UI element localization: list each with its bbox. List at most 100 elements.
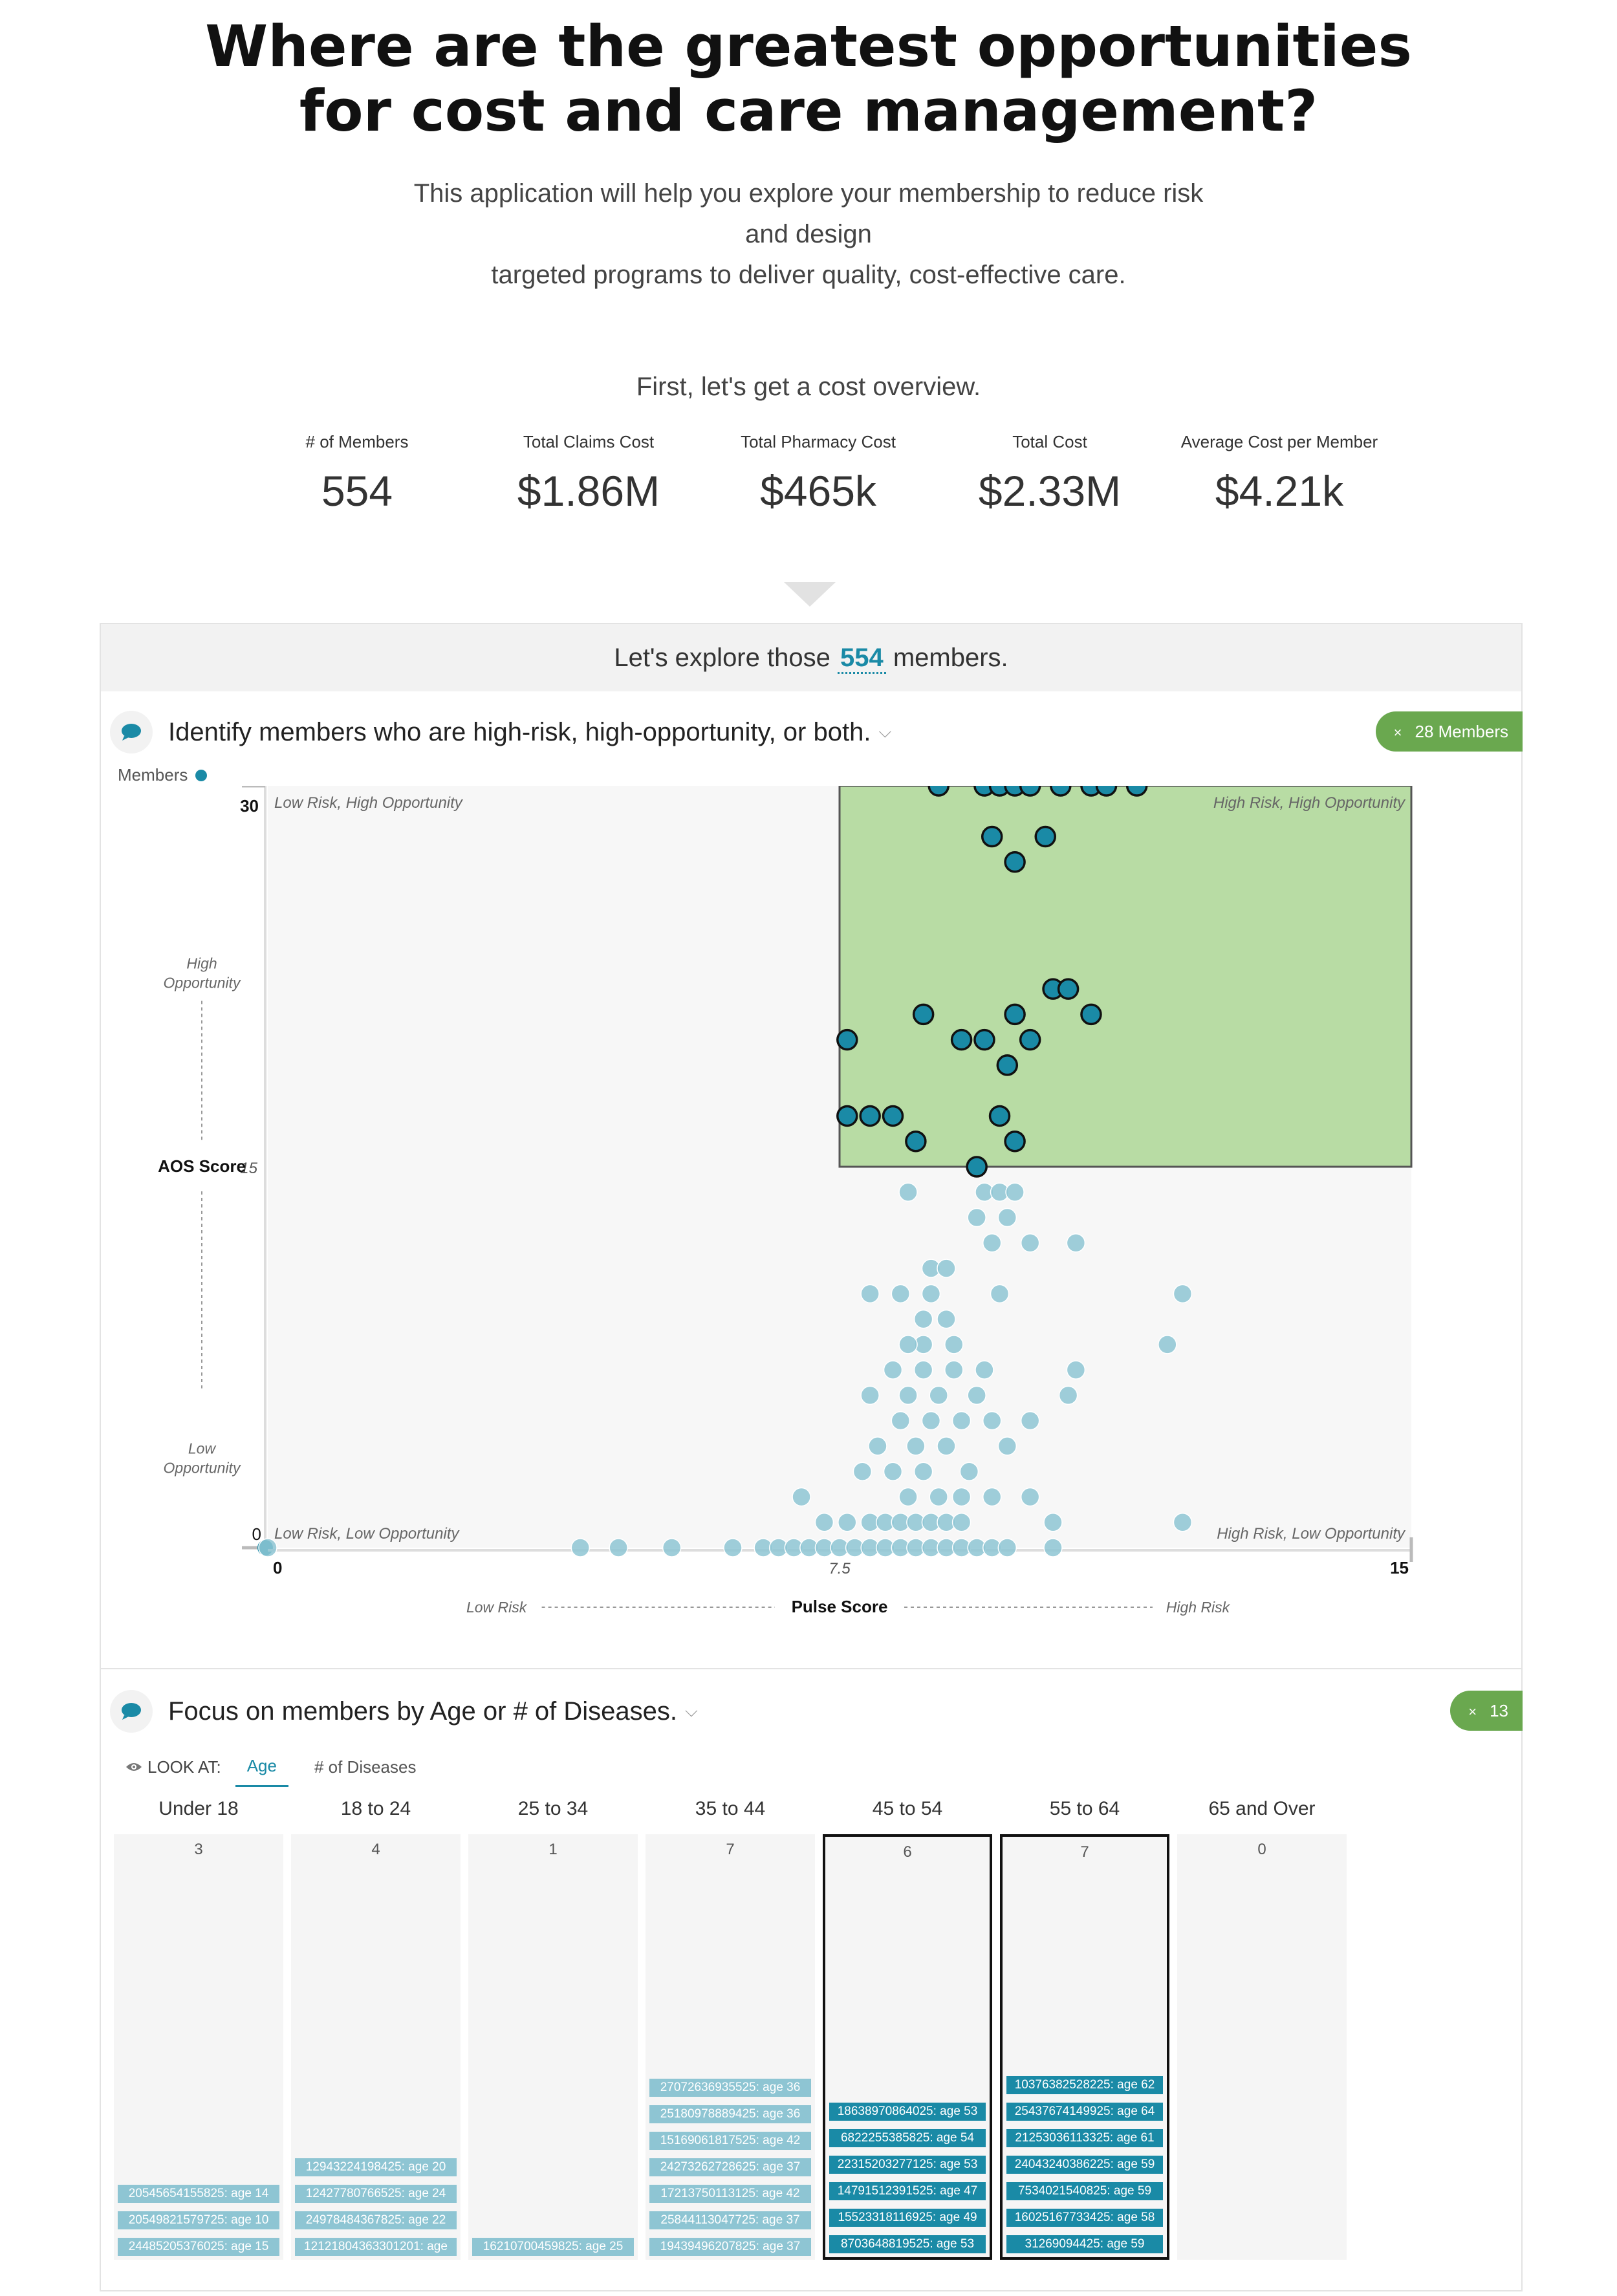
member-point-selected[interactable]	[928, 786, 950, 797]
comment-icon[interactable]	[110, 711, 153, 753]
member-point[interactable]	[997, 1436, 1017, 1456]
member-point[interactable]	[860, 1385, 880, 1405]
focus-section-title[interactable]: Focus on members by Age or # of Diseases…	[110, 1690, 698, 1733]
member-point[interactable]	[921, 1411, 941, 1431]
member-point[interactable]	[1066, 1360, 1086, 1380]
member-point[interactable]	[1043, 1512, 1063, 1532]
member-list-item[interactable]: 25180978889425: age 36	[649, 2105, 811, 2123]
member-point-selected[interactable]	[836, 1028, 858, 1051]
member-point-selected[interactable]	[1080, 1003, 1102, 1026]
age-column-box[interactable]: 6 8703648819525: age 53 15523318116925: ag…	[823, 1834, 992, 2260]
member-list-item[interactable]: 22315203277125: age 53	[829, 2156, 986, 2174]
member-point[interactable]	[723, 1538, 743, 1557]
age-column[interactable]: 25 to 34 1 16210700459825: age 25	[468, 1798, 638, 2260]
member-point[interactable]	[883, 1360, 903, 1380]
age-column-box[interactable]: 7 19439496207825: age 37 25844113047725: a…	[646, 1834, 815, 2260]
member-point-selected[interactable]	[1050, 786, 1072, 797]
member-list-item[interactable]: 12943224198425: age 20	[295, 2158, 457, 2176]
member-point[interactable]	[891, 1284, 911, 1304]
member-list-item[interactable]: 20549821579725: age 10	[118, 2211, 279, 2229]
member-point-selected[interactable]	[836, 1105, 858, 1127]
member-list-item[interactable]: 17213750113125: age 42	[649, 2185, 811, 2203]
member-point[interactable]	[662, 1538, 682, 1557]
member-point[interactable]	[929, 1385, 948, 1405]
focus-count-badge[interactable]: × 13	[1450, 1691, 1523, 1731]
member-point[interactable]	[944, 1360, 964, 1380]
member-point[interactable]	[609, 1538, 628, 1557]
member-point[interactable]	[921, 1284, 941, 1304]
member-list-item[interactable]: 24043240386225: age 59	[1006, 2156, 1163, 2174]
member-point[interactable]	[975, 1360, 994, 1380]
member-point[interactable]	[838, 1512, 857, 1532]
member-point-selected[interactable]	[1057, 978, 1080, 1000]
member-list-item[interactable]: 24485205376025: age 15	[118, 2238, 279, 2256]
selected-members-badge[interactable]: × 28 Members	[1375, 711, 1523, 752]
age-column[interactable]: 18 to 24 4 12121804363301201: age 249784843…	[291, 1798, 461, 2260]
member-list-item[interactable]: 19439496207825: age 37	[649, 2238, 811, 2256]
member-point[interactable]	[982, 1411, 1002, 1431]
member-list-item[interactable]: 7534021540825: age 59	[1006, 2182, 1163, 2200]
member-point[interactable]	[967, 1208, 986, 1228]
member-list-item[interactable]: 12427780766525: age 24	[295, 2185, 457, 2203]
member-list-item[interactable]: 16025167733425: age 58	[1006, 2209, 1163, 2227]
age-column[interactable]: 55 to 64 7 31269094425: age 59 160251677334…	[1000, 1798, 1169, 2260]
age-column-box[interactable]: 7 31269094425: age 59 16025167733425: age …	[1000, 1834, 1169, 2260]
member-point[interactable]	[937, 1309, 956, 1329]
member-point-selected[interactable]	[1095, 786, 1118, 797]
member-point[interactable]	[883, 1462, 903, 1481]
member-point[interactable]	[898, 1182, 918, 1202]
explore-member-count[interactable]: 554	[837, 644, 886, 674]
member-point[interactable]	[913, 1309, 933, 1329]
member-point[interactable]	[1173, 1284, 1193, 1304]
member-point[interactable]	[982, 1233, 1002, 1253]
member-list-item[interactable]: 15169061817525: age 42	[649, 2132, 811, 2150]
chevron-down-icon[interactable]: ⌵	[685, 1701, 698, 1720]
member-point[interactable]	[898, 1487, 918, 1507]
member-point-selected[interactable]	[1004, 1003, 1026, 1026]
age-column[interactable]: 65 and Over 0	[1177, 1798, 1347, 2260]
member-point-selected[interactable]	[973, 1028, 995, 1051]
member-point[interactable]	[852, 1462, 873, 1481]
member-point[interactable]	[814, 1512, 834, 1532]
member-point[interactable]	[1066, 1233, 1086, 1253]
member-point[interactable]	[1005, 1182, 1025, 1202]
member-list-item[interactable]: 8703648819525: age 53	[829, 2235, 986, 2253]
age-column-box[interactable]: 4 12121804363301201: age 24978484367825: a…	[291, 1834, 461, 2260]
member-point[interactable]	[898, 1335, 918, 1354]
chevron-down-icon[interactable]: ⌵	[878, 722, 892, 741]
tab-age[interactable]: Age	[235, 1756, 288, 1787]
age-column[interactable]: 35 to 44 7 19439496207825: age 37 258441130…	[646, 1798, 815, 2260]
member-point[interactable]	[951, 1487, 971, 1507]
member-point[interactable]	[1158, 1335, 1177, 1354]
member-point[interactable]	[944, 1335, 964, 1354]
member-point[interactable]	[906, 1436, 926, 1456]
age-column[interactable]: 45 to 54 6 8703648819525: age 53 1552331811…	[823, 1798, 992, 2260]
scatter-chart[interactable]: 0 15 30 0 7.5 15 Low Risk, High Opportunity H…	[101, 786, 1521, 1640]
member-point[interactable]	[898, 1385, 918, 1405]
member-point-selected[interactable]	[966, 1156, 988, 1178]
member-point[interactable]	[913, 1360, 933, 1380]
member-list-item[interactable]: 27072636935525: age 36	[649, 2079, 811, 2097]
member-point[interactable]	[997, 1208, 1017, 1228]
member-point[interactable]	[951, 1411, 971, 1431]
member-point[interactable]	[937, 1436, 956, 1456]
member-list-item[interactable]: 21253036113325: age 61	[1006, 2129, 1163, 2147]
member-point[interactable]	[929, 1487, 948, 1507]
member-point[interactable]	[792, 1487, 811, 1507]
member-point-selected[interactable]	[1125, 786, 1148, 797]
member-point[interactable]	[997, 1538, 1017, 1557]
comment-icon[interactable]	[110, 1690, 153, 1733]
close-icon[interactable]: ×	[1468, 1704, 1477, 1720]
selection-brush[interactable]	[838, 786, 1413, 1168]
member-point[interactable]	[1173, 1512, 1193, 1532]
member-point[interactable]	[1020, 1487, 1040, 1507]
age-column-box[interactable]: 3 24485205376025: age 15 20549821579725: a…	[114, 1834, 283, 2260]
member-point[interactable]	[570, 1538, 591, 1557]
member-point-selected[interactable]	[981, 825, 1003, 848]
member-point[interactable]	[891, 1411, 911, 1431]
close-icon[interactable]: ×	[1393, 724, 1402, 741]
member-point[interactable]	[1020, 1411, 1040, 1431]
member-list-item[interactable]: 10376382528225: age 62	[1006, 2076, 1163, 2094]
age-column[interactable]: Under 18 3 24485205376025: age 15 205498215…	[114, 1798, 283, 2260]
member-point-selected[interactable]	[859, 1105, 881, 1127]
